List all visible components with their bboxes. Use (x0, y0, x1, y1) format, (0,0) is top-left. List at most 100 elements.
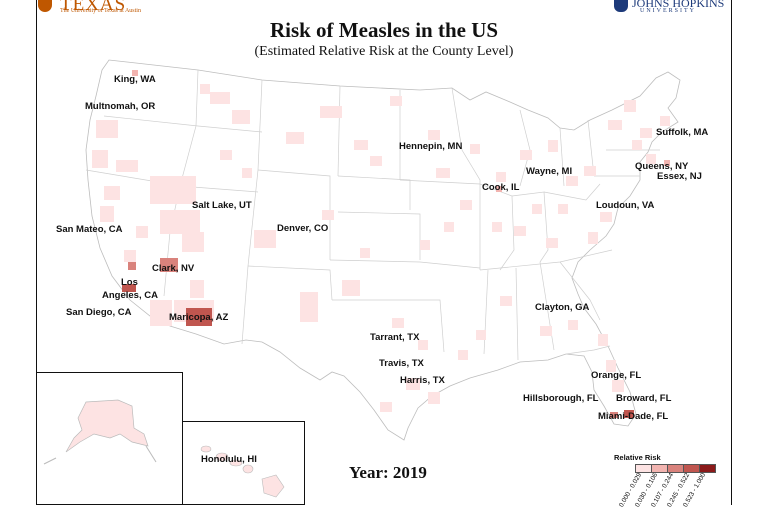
label-clark-nv: Clark, NV (152, 263, 195, 274)
legend-title: Relative Risk (614, 453, 661, 462)
label-loudoun-va: Loudoun, VA (596, 200, 655, 211)
county-low-risk (320, 106, 342, 118)
county-mid-risk (610, 412, 618, 418)
county-low-risk (476, 330, 486, 340)
county-low-risk (210, 92, 230, 104)
ut-logo-word: TEXAS (60, 0, 127, 15)
county-low-risk (546, 238, 558, 248)
ut-logo-subtitle: The University of Texas at Austin (60, 8, 141, 14)
county-low-risk (558, 204, 568, 214)
county-low-risk (520, 150, 532, 160)
county-low-risk (392, 318, 404, 328)
county-low-risk (182, 232, 204, 252)
county-low-risk (124, 250, 136, 262)
county-low-risk (220, 150, 232, 160)
county-low-risk (136, 226, 148, 238)
county-low-risk (568, 320, 578, 330)
label-hillsborough-fl: Hillsborough, FL (523, 393, 599, 404)
county-high-risk (186, 308, 212, 326)
county-low-risk (360, 248, 370, 258)
label-multnomah-or: Multnomah, OR (85, 101, 156, 112)
jhu-logo-word: JOHNS HOPKINS (632, 0, 725, 10)
label-harris-tx: Harris, TX (400, 375, 445, 386)
county-low-risk (548, 140, 558, 152)
county-shading (92, 70, 670, 418)
county-low-risk (532, 204, 542, 214)
hawaii-map (200, 445, 285, 498)
county-low-risk (470, 144, 480, 154)
county-low-risk (460, 200, 472, 210)
label-essex-nj: Essex, NJ (657, 171, 702, 182)
county-mid-risk (160, 258, 178, 272)
page-title: Risk of Measles in the US (269, 18, 499, 42)
label-orange-fl: Orange, FL (591, 370, 642, 381)
county-low-risk (300, 292, 318, 322)
legend-color-bar (635, 464, 716, 473)
label-los: Los (121, 277, 138, 288)
label-travis-tx: Travis, TX (379, 358, 424, 369)
county-mid-risk (128, 262, 136, 270)
county-low-risk (632, 140, 642, 150)
label-broward-fl: Broward, FL (616, 393, 672, 404)
county-low-risk (458, 350, 468, 360)
county-low-risk (624, 100, 636, 112)
county-low-risk (232, 110, 250, 124)
jhu-logo-subtitle: UNIVERSITY (640, 8, 696, 14)
county-low-risk (660, 116, 670, 126)
label-maricopa-az: Maricopa, AZ (169, 312, 229, 323)
label-suffolk-ma: Suffolk, MA (656, 127, 709, 138)
county-low-risk (92, 150, 108, 168)
county-low-risk (584, 166, 596, 176)
label-cook-il: Cook, IL (482, 182, 520, 193)
county-low-risk (500, 296, 512, 306)
county-low-risk (566, 176, 578, 186)
county-low-risk (190, 280, 204, 298)
county-low-risk (640, 128, 652, 138)
year-label: Year: 2019 (349, 463, 427, 482)
label-denver-co: Denver, CO (277, 223, 329, 234)
county-low-risk (598, 334, 608, 346)
label-san-mateo-ca: San Mateo, CA (56, 224, 123, 235)
county-low-risk (420, 240, 430, 250)
county-high-risk (122, 284, 136, 292)
county-low-risk (428, 392, 440, 404)
county-low-risk (286, 132, 304, 144)
label-hennepin-mn: Hennepin, MN (399, 141, 463, 152)
county-low-risk (104, 186, 120, 200)
label-salt-lake-ut: Salt Lake, UT (192, 200, 252, 211)
county-cook-il (496, 186, 502, 192)
county-low-risk (254, 230, 276, 248)
county-low-risk (406, 378, 420, 390)
county-low-risk (342, 280, 360, 296)
map-frame (36, 0, 732, 505)
legend-swatch-5 (699, 464, 716, 473)
county-low-risk (418, 340, 428, 350)
county-low-risk (100, 206, 114, 222)
label-clayton-ga: Clayton, GA (535, 302, 590, 313)
label-angeles-ca: Angeles, CA (102, 290, 158, 301)
county-low-risk (116, 160, 138, 172)
county-queens-ny (664, 160, 670, 166)
county-low-risk (150, 176, 196, 204)
county-low-risk (608, 120, 622, 130)
jhu-seal-icon (614, 0, 628, 12)
county-king-wa (132, 70, 138, 76)
page-subtitle: (Estimated Relative Risk at the County L… (254, 44, 514, 59)
county-low-risk (436, 168, 450, 178)
ut-seal-icon (38, 0, 52, 12)
label-king-wa: King, WA (114, 74, 156, 85)
alaska-map (43, 399, 157, 465)
county-low-risk (540, 326, 552, 336)
county-low-risk (96, 120, 118, 138)
county-low-risk (496, 172, 506, 182)
county-low-risk (380, 402, 392, 412)
county-low-risk (514, 226, 526, 236)
county-low-risk (646, 154, 656, 164)
county-low-risk (390, 96, 402, 106)
county-low-risk (588, 232, 598, 244)
label-honolulu-hi: Honolulu, HI (201, 454, 257, 465)
county-low-risk (370, 156, 382, 166)
county-low-risk (150, 300, 172, 326)
label-tarrant-tx: Tarrant, TX (370, 332, 420, 343)
